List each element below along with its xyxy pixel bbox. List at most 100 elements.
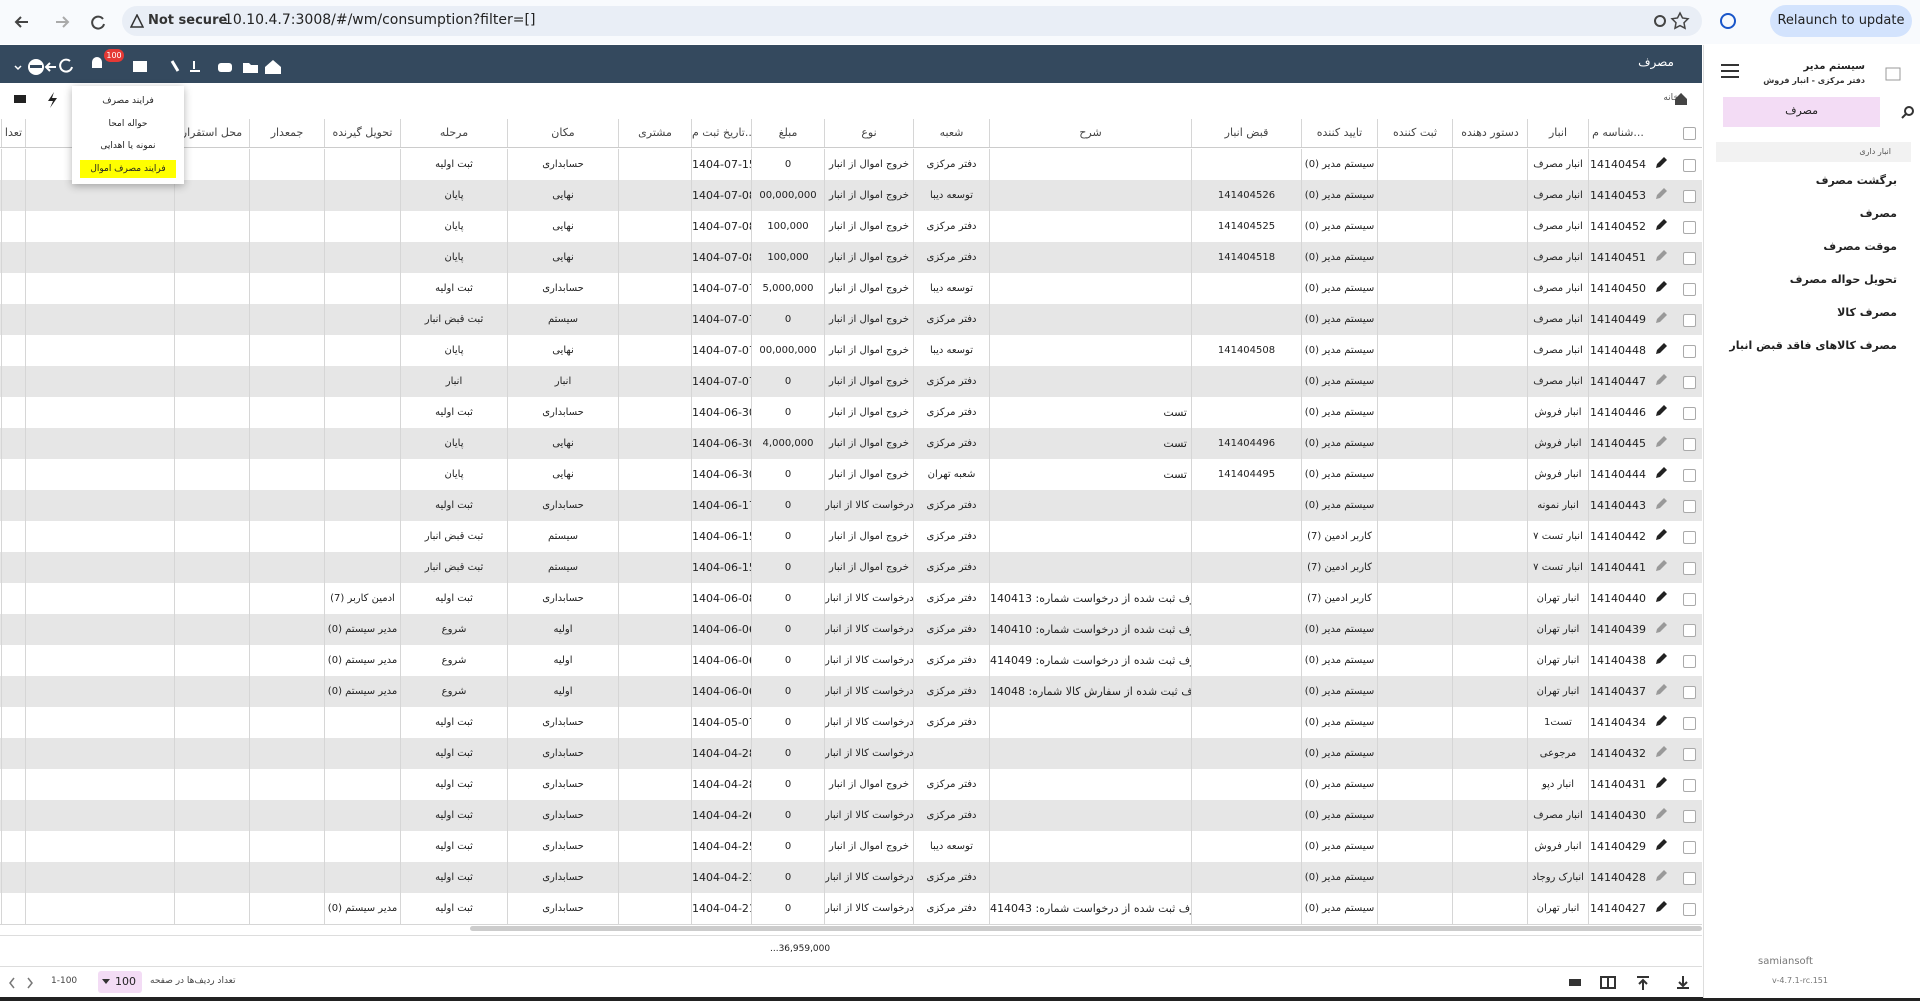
row-checkbox[interactable]	[1683, 531, 1696, 544]
column-header[interactable]: دستور دهنده	[1452, 119, 1527, 147]
edit-icon[interactable]	[1654, 900, 1668, 914]
menu-item[interactable]: فرایند مصرف اموال	[80, 159, 176, 178]
edit-icon[interactable]	[1654, 435, 1668, 449]
row-checkbox[interactable]	[1683, 748, 1696, 761]
column-header[interactable]: مرحله	[400, 119, 507, 147]
row-checkbox[interactable]	[1683, 779, 1696, 792]
table-cell: دفتر مرکزی	[913, 366, 989, 397]
address-bar[interactable]: Not secure 10.10.4.7:3008/#/wm/consumpti…	[122, 6, 1702, 36]
table-cell	[618, 862, 691, 893]
column-header[interactable]: جمعدار	[249, 119, 324, 147]
row-checkbox[interactable]	[1683, 438, 1696, 451]
edit-icon[interactable]	[1654, 807, 1668, 821]
edit-icon[interactable]	[1654, 652, 1668, 666]
menu-toggle[interactable]	[1720, 63, 1740, 79]
row-checkbox[interactable]	[1683, 841, 1696, 854]
row-checkbox[interactable]	[1683, 810, 1696, 823]
section-band: انبار داری	[1716, 142, 1911, 162]
row-checkbox[interactable]	[1683, 593, 1696, 606]
column-header[interactable]: تاریخ ثبت م...	[691, 119, 751, 147]
edit-icon[interactable]	[1654, 218, 1668, 232]
edit-icon[interactable]	[1654, 590, 1668, 604]
row-checkbox[interactable]	[1683, 407, 1696, 420]
nav-item[interactable]: مصرف	[1859, 207, 1897, 220]
search-icon[interactable]	[1901, 105, 1915, 119]
row-checkbox[interactable]	[1683, 221, 1696, 234]
column-header[interactable]: تعدا	[1, 119, 25, 147]
column-header[interactable]: ثبت کننده	[1377, 119, 1452, 147]
column-header[interactable]: مکان	[507, 119, 618, 147]
edit-icon[interactable]	[1654, 559, 1668, 573]
edit-icon[interactable]	[1654, 466, 1668, 480]
row-checkbox[interactable]	[1683, 190, 1696, 203]
row-checkbox[interactable]	[1683, 624, 1696, 637]
nav-item[interactable]: مصرف کالا	[1837, 306, 1897, 319]
edit-icon[interactable]	[1654, 683, 1668, 697]
edit-icon[interactable]	[1654, 621, 1668, 635]
table-cell	[618, 893, 691, 924]
table-cell	[1, 800, 25, 831]
row-checkbox[interactable]	[1683, 314, 1696, 327]
table-cell: 1404-04-26	[691, 800, 751, 831]
row-checkbox[interactable]	[1683, 252, 1696, 265]
edit-icon[interactable]	[1654, 156, 1668, 170]
row-checkbox[interactable]	[1683, 283, 1696, 296]
row-checkbox[interactable]	[1683, 717, 1696, 730]
table-cell	[174, 242, 249, 273]
edit-icon[interactable]	[1654, 745, 1668, 759]
relaunch-button[interactable]: Relaunch to update	[1770, 5, 1912, 37]
table-cell	[618, 335, 691, 366]
row-checkbox[interactable]	[1683, 562, 1696, 575]
row-checkbox[interactable]	[1683, 376, 1696, 389]
column-header[interactable]: نوع	[824, 119, 913, 147]
table-cell	[1377, 490, 1452, 521]
menu-item[interactable]: نمونه یا اهدایی	[100, 141, 156, 151]
column-header[interactable]: تایید کننده	[1301, 119, 1377, 147]
row-checkbox[interactable]	[1683, 345, 1696, 358]
row-checkbox[interactable]	[1683, 469, 1696, 482]
edit-icon[interactable]	[1654, 404, 1668, 418]
row-checkbox[interactable]	[1683, 159, 1696, 172]
table-cell	[1452, 242, 1527, 273]
nav-item[interactable]: موقت مصرف	[1823, 240, 1897, 253]
row-checkbox[interactable]	[1683, 903, 1696, 916]
table-cell: ثبت اولیه	[400, 738, 507, 769]
edit-icon[interactable]	[1654, 776, 1668, 790]
edit-icon[interactable]	[1654, 869, 1668, 883]
column-header[interactable]: مشتری	[618, 119, 691, 147]
edit-icon[interactable]	[1654, 497, 1668, 511]
page-size-select[interactable]: 100	[98, 971, 142, 993]
edit-icon[interactable]	[1654, 838, 1668, 852]
column-header[interactable]: انبار	[1527, 119, 1588, 147]
row-checkbox[interactable]	[1683, 872, 1696, 885]
column-header[interactable]: قبض انبار	[1191, 119, 1301, 147]
edit-icon[interactable]	[1654, 280, 1668, 294]
column-header[interactable]: تحویل گیرنده	[324, 119, 400, 147]
edit-icon[interactable]	[1654, 714, 1668, 728]
menu-item[interactable]: فرایند مصرف	[102, 96, 154, 106]
edit-icon[interactable]	[1654, 249, 1668, 263]
column-header[interactable]: شرح	[989, 119, 1191, 147]
row-checkbox[interactable]	[1683, 500, 1696, 513]
edit-icon[interactable]	[1654, 342, 1668, 356]
menu-item[interactable]: حواله امحا	[108, 118, 148, 129]
grid-actions[interactable]	[1565, 974, 1695, 992]
table-cell: دفتر مرکزی	[913, 769, 989, 800]
table-cell: 1404-06-15	[691, 552, 751, 583]
column-header[interactable]: شعبه	[913, 119, 989, 147]
column-header[interactable]: مبلغ	[751, 119, 824, 147]
edit-icon[interactable]	[1654, 311, 1668, 325]
page-arrows[interactable]	[8, 976, 34, 990]
edit-icon[interactable]	[1654, 187, 1668, 201]
column-header[interactable]: شناسه م...	[1588, 119, 1647, 147]
search-field[interactable]: مصرف	[1723, 97, 1880, 127]
nav-item[interactable]: تحویل حواله مصرف	[1789, 273, 1897, 286]
column-header[interactable]: محل استقرار	[174, 119, 249, 147]
edit-icon[interactable]	[1654, 373, 1668, 387]
row-checkbox[interactable]	[1683, 655, 1696, 668]
nav-item[interactable]: برگشت مصرف	[1815, 174, 1897, 187]
nav-item[interactable]: مصرف کالاهای فاقد قبض انبار	[1729, 339, 1897, 352]
select-all-checkbox[interactable]	[1683, 127, 1696, 140]
row-checkbox[interactable]	[1683, 686, 1696, 699]
edit-icon[interactable]	[1654, 528, 1668, 542]
